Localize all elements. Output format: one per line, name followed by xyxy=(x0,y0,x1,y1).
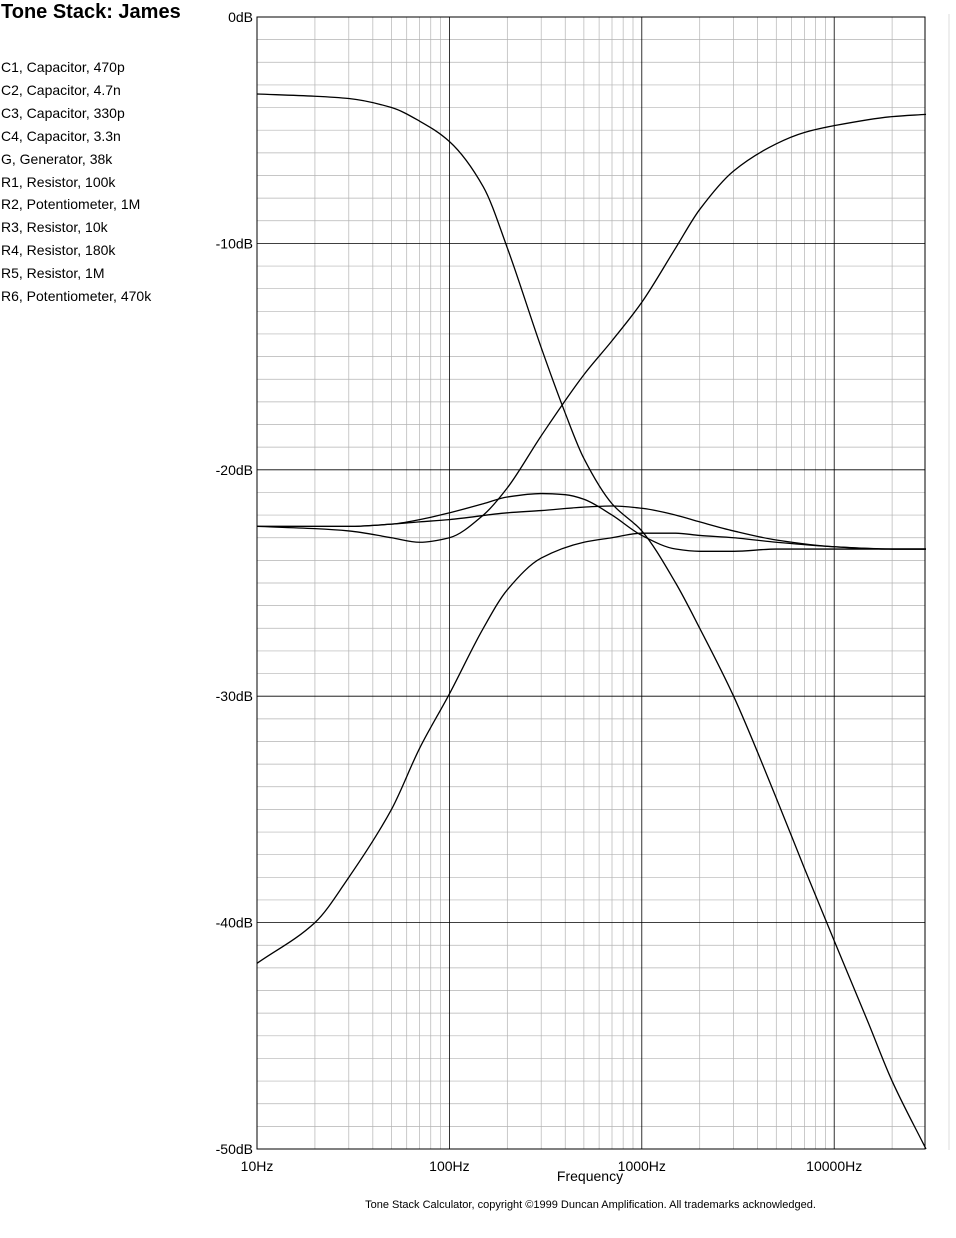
response-curve-2 xyxy=(256,113,927,543)
component-item: C3, Capacitor, 330p xyxy=(1,104,125,121)
y-tick-label: -10dB xyxy=(216,235,253,251)
component-item: R2, Potentiometer, 1M xyxy=(1,196,141,213)
y-tick-label: 0dB xyxy=(228,9,253,25)
x-tick-label: 10000Hz xyxy=(806,1158,862,1174)
response-curve-5 xyxy=(257,505,926,550)
scroll-edge xyxy=(948,14,950,1150)
component-item: C1, Capacitor, 470p xyxy=(1,59,125,75)
plot-frame xyxy=(256,16,926,1150)
y-tick-label: -50dB xyxy=(216,1141,253,1157)
y-tick-label: -20dB xyxy=(216,462,253,478)
response-curve-1 xyxy=(256,93,927,1150)
component-list: C1, Capacitor, 470p C2, Capacitor, 4.7n C3… xyxy=(1,56,151,308)
x-tick-label: 1000Hz xyxy=(618,1158,666,1174)
x-tick-label: 10Hz xyxy=(241,1158,274,1174)
x-axis-label: Frequency xyxy=(557,1168,623,1184)
component-item: C2, Capacitor, 4.7n xyxy=(1,81,121,98)
page-title: Tone Stack: James xyxy=(1,1,181,23)
component-item: R6, Potentiometer, 470k xyxy=(1,288,152,305)
response-curve-3 xyxy=(256,532,926,964)
component-item: R3, Resistor, 10k xyxy=(1,219,108,236)
x-tick-label: 100Hz xyxy=(429,1158,469,1174)
component-item: C4, Capacitor, 3.3n xyxy=(1,127,121,144)
component-item: R1, Resistor, 100k xyxy=(1,173,116,190)
component-item: R5, Resistor, 1M xyxy=(1,265,105,282)
component-item: G, Generator, 38k xyxy=(1,150,113,167)
copyright-footer: Tone Stack Calculator, copyright ©1999 D… xyxy=(365,1199,816,1211)
component-item: R4, Resistor, 180k xyxy=(1,242,116,259)
y-tick-label: -30dB xyxy=(216,688,253,704)
y-tick-label: -40dB xyxy=(216,915,253,931)
